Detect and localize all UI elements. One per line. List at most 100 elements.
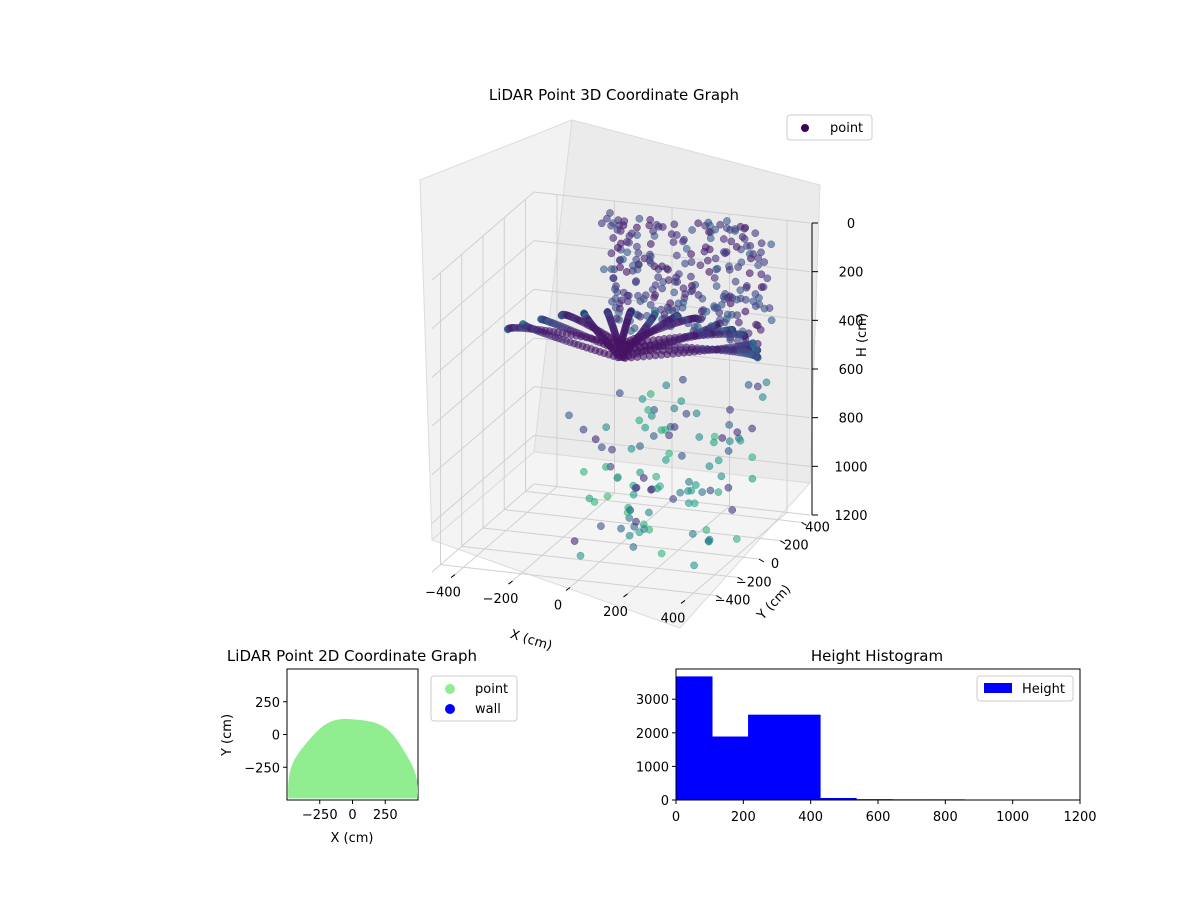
lidar-point-3d (688, 226, 696, 234)
lidar-point-3d (687, 250, 695, 258)
lidar-point-3d (684, 487, 692, 495)
histogram-y-tick-label: 1000 (636, 760, 669, 775)
lidar-point-3d (743, 242, 751, 250)
lidar-point-3d (748, 424, 756, 433)
lidar-point-3d (762, 378, 771, 387)
point-cloud-3d (503, 209, 776, 570)
lidar-point-3d (611, 285, 619, 293)
lidar-point-3d (625, 531, 634, 540)
x-tick-label-3d: 400 (661, 611, 686, 626)
lidar-point-3d (718, 434, 727, 442)
lidar-point-3d (608, 297, 616, 306)
lidar-point-3d (636, 468, 644, 477)
lidar-point-3d (714, 488, 723, 496)
z-tick-label-3d: 800 (839, 412, 864, 427)
lidar-point-3d (690, 561, 698, 570)
lidar-point-3d (740, 224, 749, 233)
lidar-point-3d (602, 463, 610, 471)
lidar-point-3d (645, 221, 654, 230)
lidar-point-3d (669, 238, 678, 246)
grid-line-floor-y (482, 527, 760, 560)
legend-2d: point wall (430, 675, 518, 722)
lidar-point-3d (751, 290, 760, 298)
lidar-point-3d (646, 240, 655, 248)
lidar-point-3d (658, 262, 666, 271)
z-tick-label-3d: 200 (839, 266, 864, 281)
grid-line-floor-y (440, 564, 717, 597)
axes-3d: −400 −200 0 200 400 −400 −200 0 200 400 0 200 400 600… (425, 217, 867, 626)
histogram-bar (712, 736, 749, 800)
grid-line-back-z (533, 434, 811, 467)
chart-2d-title: LiDAR Point 2D Coordinate Graph (227, 647, 477, 665)
lidar-point-3d (632, 277, 640, 285)
x-tick-3d (450, 574, 456, 578)
legend-histogram: Height (976, 675, 1074, 702)
lidar-point-3d (688, 530, 697, 538)
lidar-point-3d (733, 295, 741, 304)
grid-line-left-z (431, 191, 535, 281)
grid-line-back-z (533, 191, 811, 224)
lidar-point-3d (681, 259, 689, 268)
legend-2d-marker-point (445, 684, 455, 694)
lidar-point-3d (714, 456, 723, 465)
grid-line-back-z (533, 240, 811, 273)
lidar-point-3d (615, 256, 624, 265)
lidar-point-3d (676, 488, 685, 497)
lidar-point-3d (607, 221, 615, 230)
lidar-point-3d (712, 265, 720, 274)
lidar-point-3d (726, 405, 734, 414)
x-tick-label-2d: −250 (302, 808, 338, 823)
lidar-point-3d (660, 310, 669, 319)
lidar-point-3d (682, 244, 691, 253)
lidar-point-3d (723, 217, 731, 225)
y-tick-label-3d: 400 (805, 520, 830, 535)
lidar-point-3d (614, 353, 622, 362)
lidar-point-3d (635, 416, 644, 425)
lidar-point-3d (733, 311, 741, 320)
y-tick-3d (737, 576, 744, 581)
lidar-point-3d (690, 499, 699, 508)
lidar-point-3d (757, 283, 766, 291)
y-tick-label-2d: 0 (272, 729, 280, 744)
grid-line-left-z (431, 434, 535, 524)
lidar-point-3d (748, 474, 757, 483)
x-tick-3d (565, 587, 571, 591)
chart-3d-title: LiDAR Point 3D Coordinate Graph (489, 86, 739, 104)
lidar-point-3d (615, 308, 623, 317)
lidar-point-3d (672, 305, 680, 313)
histogram-title: Height Histogram (811, 647, 943, 665)
lidar-point-3d (635, 214, 644, 223)
lidar-point-3d (720, 248, 728, 256)
lidar-point-3d (617, 524, 625, 533)
lidar-point-3d (600, 265, 608, 274)
lidar-point-3d (732, 243, 741, 251)
lidar-point-3d (679, 375, 687, 384)
lidar-point-3d (645, 525, 654, 534)
lidar-point-3d (741, 295, 750, 304)
lidar-point-3d (644, 406, 653, 414)
lidar-point-3d (725, 421, 734, 429)
lidar-point-3d (724, 293, 732, 302)
lidar-point-3d (760, 258, 769, 266)
point-area-2d (288, 718, 419, 799)
lidar-point-3d (710, 438, 718, 447)
lidar-point-3d (726, 333, 735, 342)
lidar-point-3d (728, 506, 737, 514)
lidar-point-3d (704, 537, 713, 545)
lidar-point-3d (632, 517, 640, 526)
lidar-point-3d (710, 274, 719, 282)
lidar-point-3d (576, 551, 585, 560)
lidar-point-3d (677, 397, 686, 405)
lidar-point-3d (625, 238, 633, 247)
lidar-point-3d (758, 393, 767, 401)
lidar-point-3d (763, 274, 772, 283)
lidar-point-3d (658, 284, 667, 293)
histogram-y-tick-label: 2000 (636, 727, 669, 742)
lidar-point-3d (767, 316, 776, 325)
lidar-point-3d (688, 286, 697, 294)
lidar-point-3d (681, 290, 690, 298)
lidar-point-3d (614, 473, 622, 481)
lidar-point-3d (724, 483, 733, 492)
lidar-point-3d (687, 258, 696, 266)
y-tick-label-2d: −250 (244, 761, 280, 776)
